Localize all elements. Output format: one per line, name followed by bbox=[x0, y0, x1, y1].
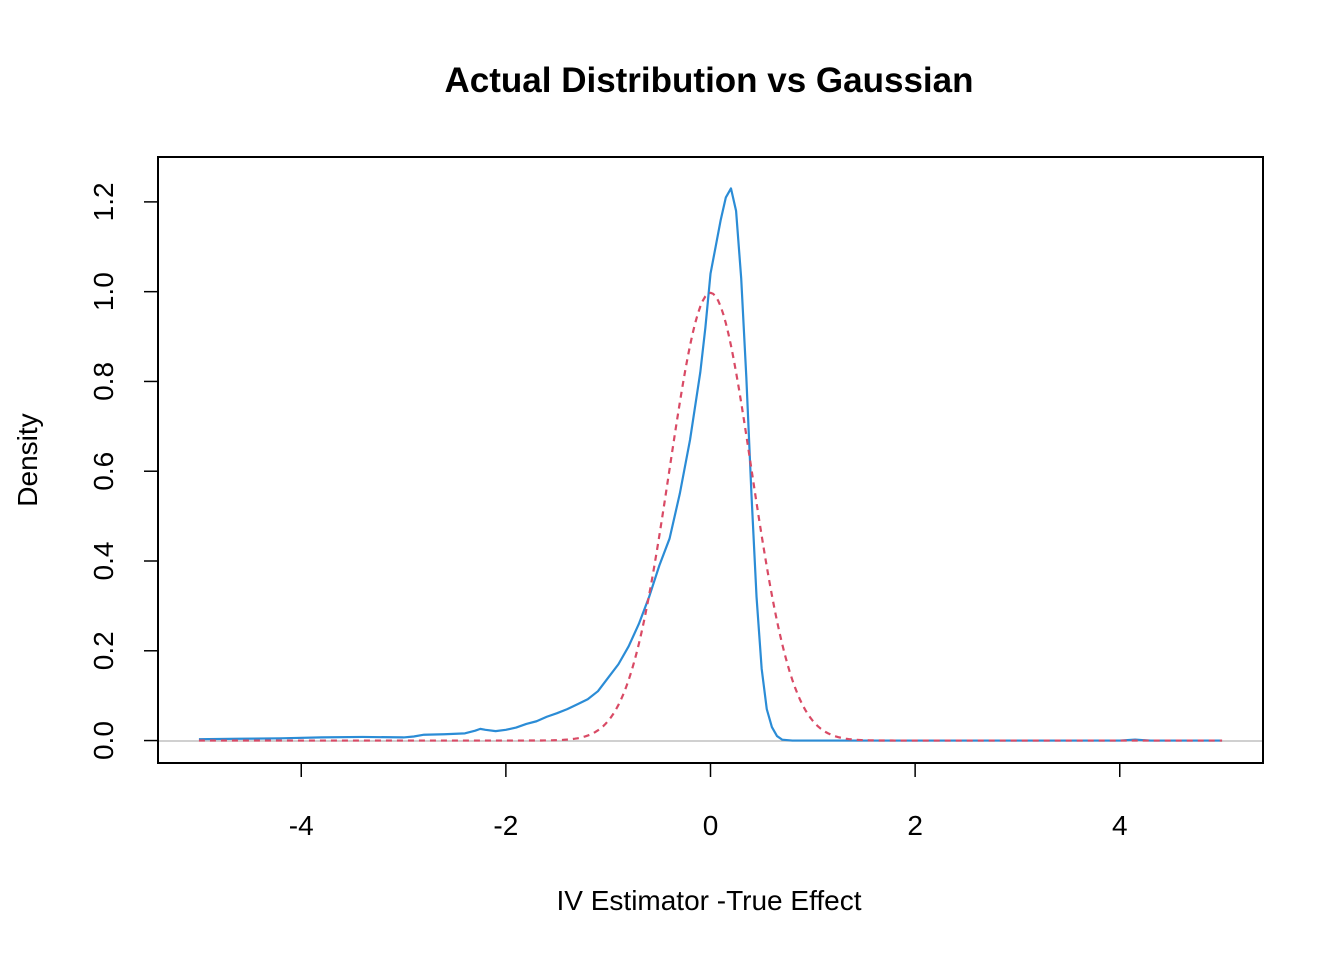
y-tick-label: 0.6 bbox=[88, 452, 119, 491]
x-tick-label: 2 bbox=[907, 810, 923, 841]
x-axis-label: IV Estimator -True Effect bbox=[557, 885, 862, 916]
y-tick-label: 0.0 bbox=[88, 721, 119, 760]
x-tick-label: 0 bbox=[703, 810, 719, 841]
y-tick-label: 1.2 bbox=[88, 182, 119, 221]
chart-title: Actual Distribution vs Gaussian bbox=[445, 61, 974, 100]
y-tick-label: 1.0 bbox=[88, 272, 119, 311]
x-tick-label: 4 bbox=[1112, 810, 1128, 841]
y-axis-label: Density bbox=[12, 413, 43, 506]
actual-density-line bbox=[198, 187, 1223, 742]
y-tick-label: 0.2 bbox=[88, 631, 119, 670]
gaussian-density-line bbox=[198, 291, 1223, 742]
series-layer bbox=[198, 187, 1223, 742]
plot-frame bbox=[157, 156, 1264, 764]
y-tick-label: 0.8 bbox=[88, 362, 119, 401]
x-tick-label: -4 bbox=[289, 810, 314, 841]
x-axis: -4 -2 0 2 4 bbox=[289, 762, 1128, 841]
x-tick-label: -2 bbox=[493, 810, 518, 841]
y-axis: 0.0 0.2 0.4 0.6 0.8 1.0 1.2 bbox=[88, 182, 159, 760]
y-tick-label: 0.4 bbox=[88, 542, 119, 581]
